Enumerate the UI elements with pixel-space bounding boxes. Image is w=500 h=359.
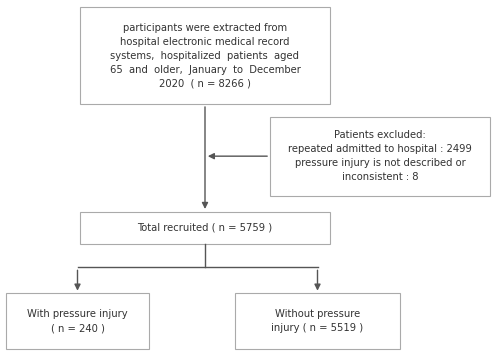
- FancyBboxPatch shape: [80, 7, 330, 104]
- Text: participants were extracted from
hospital electronic medical record
systems,  ho: participants were extracted from hospita…: [110, 23, 300, 89]
- Text: Total recruited ( n = 5759 ): Total recruited ( n = 5759 ): [138, 223, 272, 233]
- FancyBboxPatch shape: [270, 117, 490, 196]
- Text: Patients excluded:
repeated admitted to hospital : 2499
pressure injury is not d: Patients excluded: repeated admitted to …: [288, 130, 472, 182]
- Text: Without pressure
injury ( n = 5519 ): Without pressure injury ( n = 5519 ): [272, 309, 364, 333]
- FancyBboxPatch shape: [80, 212, 330, 244]
- FancyBboxPatch shape: [6, 294, 149, 349]
- FancyBboxPatch shape: [235, 294, 400, 349]
- Text: With pressure injury
( n = 240 ): With pressure injury ( n = 240 ): [27, 309, 128, 333]
